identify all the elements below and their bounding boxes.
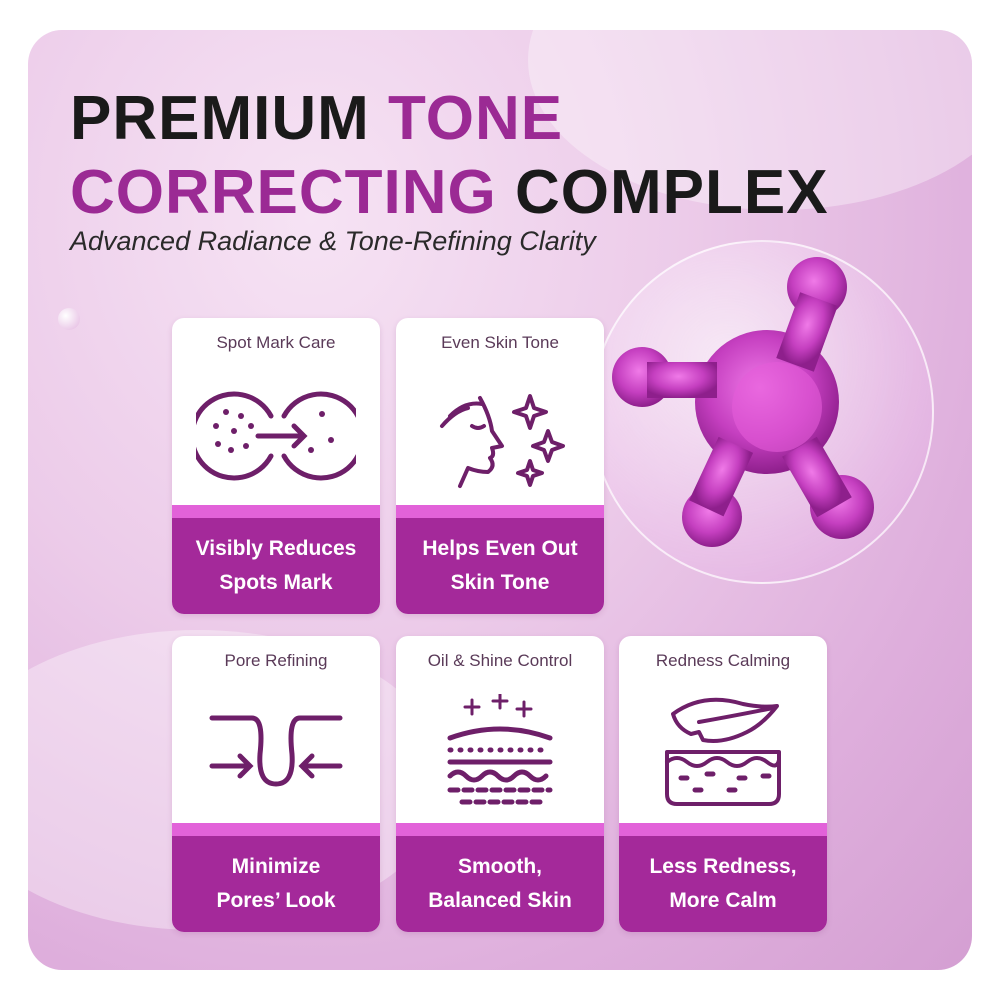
benefit-line: Spots Mark xyxy=(219,571,333,594)
benefit-line: Pores’ Look xyxy=(216,889,336,912)
benefit-line: Balanced Skin xyxy=(428,889,572,912)
page-title: PREMIUM TONE CORRECTING COMPLEX xyxy=(70,82,829,230)
card-label: Redness Calming xyxy=(655,651,791,670)
card-stripe xyxy=(396,505,604,518)
card-label: Spot Mark Care xyxy=(216,333,336,352)
benefit-line: Less Redness, xyxy=(649,855,797,878)
benefit-line: Helps Even Out xyxy=(422,537,578,560)
card-stripe xyxy=(619,823,827,836)
spot-reduction-icon xyxy=(196,391,356,481)
face-sparkle-icon xyxy=(440,394,565,488)
card-benefit: Less Redness, More Calm xyxy=(619,836,827,932)
benefit-line: Minimize xyxy=(231,855,321,878)
card-stripe xyxy=(172,505,380,518)
leaf-skin-icon xyxy=(665,697,781,806)
benefit-line: Skin Tone xyxy=(450,571,550,594)
title-accent-text: CORRECTING xyxy=(70,158,515,227)
pore-icon xyxy=(209,715,343,787)
card-benefit: Helps Even Out Skin Tone xyxy=(396,518,604,614)
card-label: Oil & Shine Control xyxy=(427,651,573,670)
card-label: Even Skin Tone xyxy=(441,333,559,352)
subtitle: Advanced Radiance & Tone-Refining Clarit… xyxy=(70,226,596,256)
benefit-card-even-tone: Even Skin Tone Helps Even Out Skin Tone xyxy=(396,318,604,614)
card-stripe xyxy=(396,823,604,836)
droplet-image xyxy=(58,308,80,330)
benefit-card-oil-control: Oil & Shine Control Smooth, Balanced Skin xyxy=(396,636,604,932)
card-benefit: Smooth, Balanced Skin xyxy=(396,836,604,932)
card-benefit: Minimize Pores’ Look xyxy=(172,836,380,932)
benefit-line: Visibly Reduces xyxy=(195,537,357,560)
title-accent-text: TONE xyxy=(388,84,564,153)
card-label: Pore Refining xyxy=(224,651,328,670)
benefit-card-redness-calming: Redness Calming Less Redness, More Calm xyxy=(619,636,827,932)
benefit-line: Smooth, xyxy=(458,855,542,878)
benefit-card-spot-mark: Spot Mark Care Visibly Reduces Spots Mark xyxy=(172,318,380,614)
skin-layers-icon xyxy=(447,694,553,805)
benefit-card-pore-refining: Pore Refining Minimize Pores’ Look xyxy=(172,636,380,932)
title-dark-text: COMPLEX xyxy=(515,158,829,227)
molecule-bubble-image xyxy=(590,240,934,584)
card-stripe xyxy=(172,823,380,836)
title-dark-text: PREMIUM xyxy=(70,84,388,153)
card-benefit: Visibly Reduces Spots Mark xyxy=(172,518,380,614)
benefit-line: More Calm xyxy=(669,889,777,912)
